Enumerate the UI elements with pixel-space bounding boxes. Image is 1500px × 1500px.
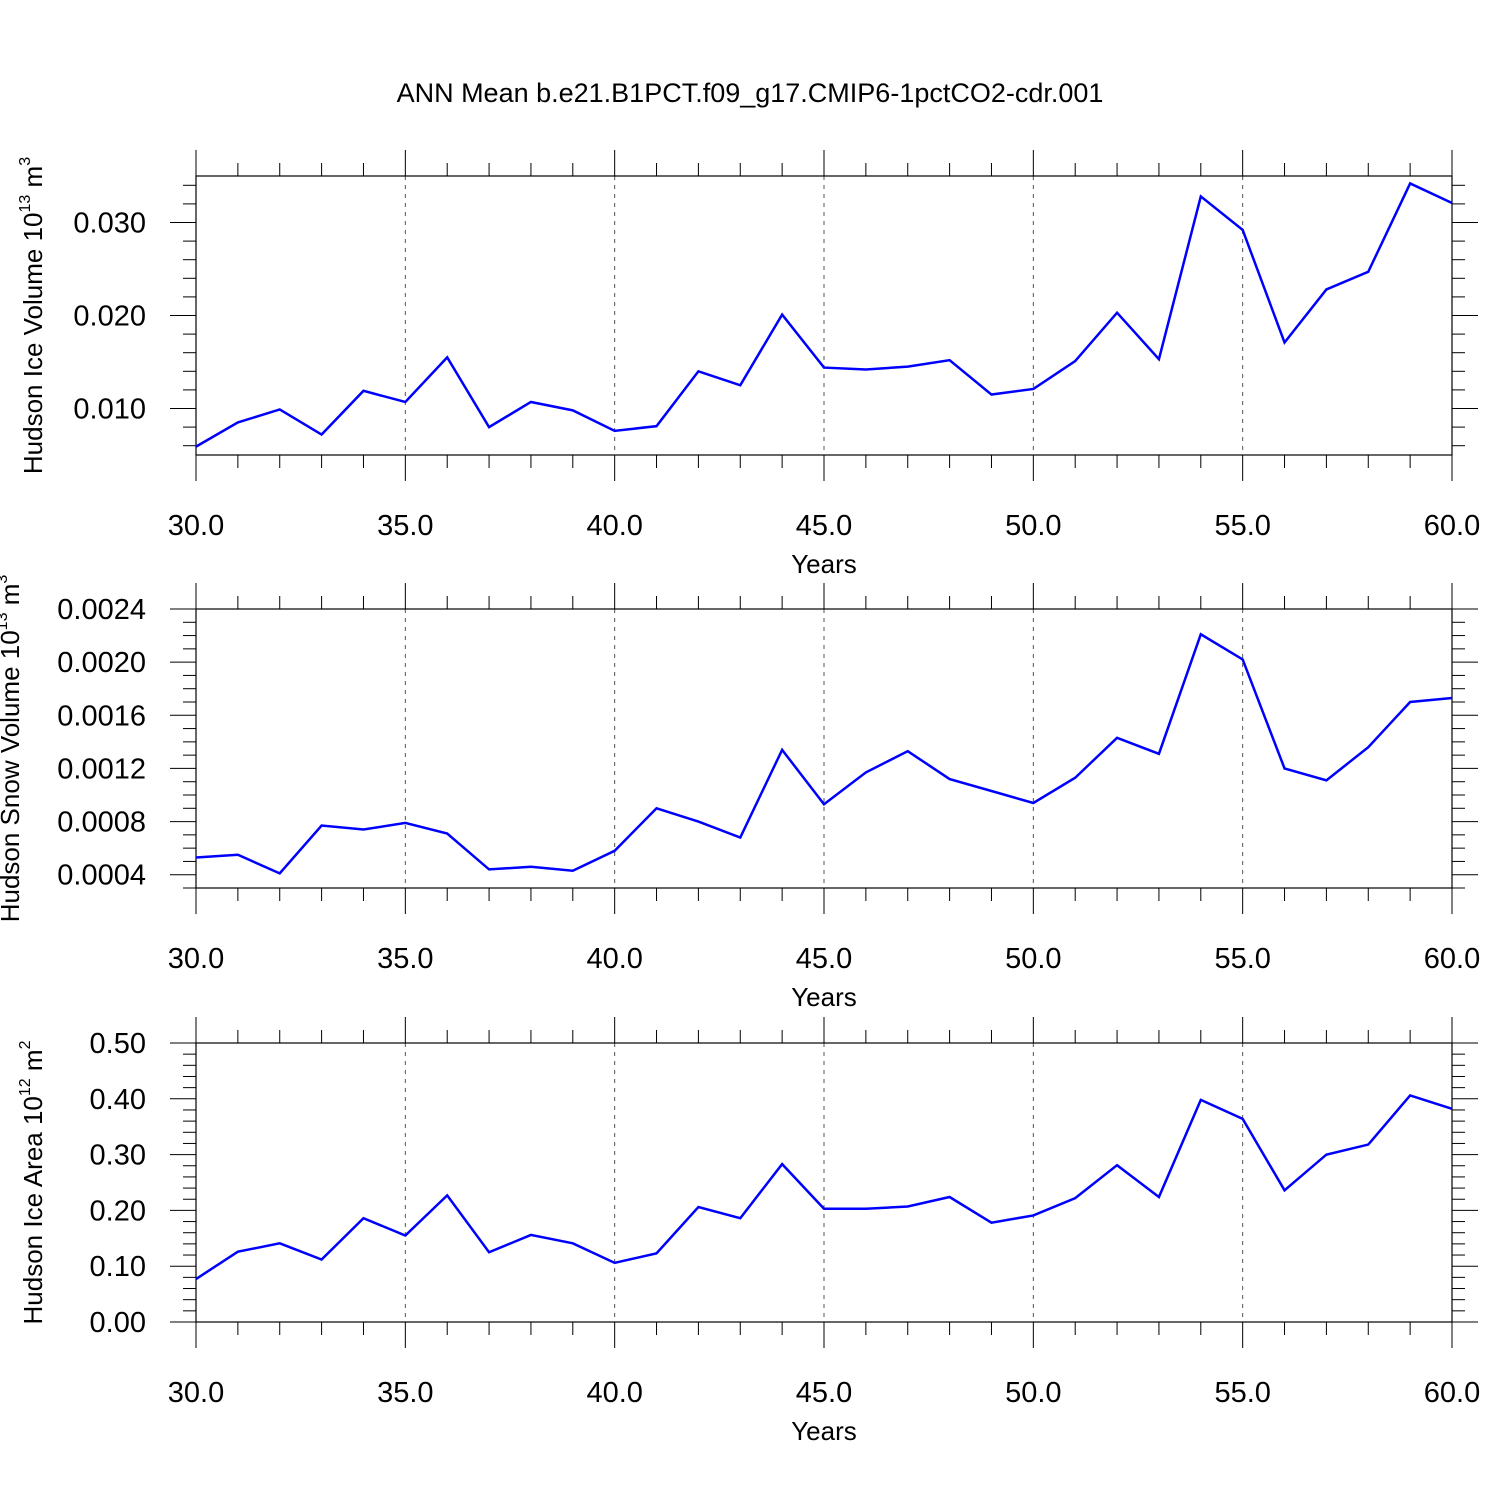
x-tick-label: 50.0 <box>1005 1377 1061 1409</box>
y-tick-label: 0.0024 <box>57 594 146 626</box>
y-tick-label: 0.030 <box>73 208 146 240</box>
y-axis-label: Hudson Snow Volume 1013 m3 <box>0 575 25 923</box>
x-tick-label: 35.0 <box>377 510 433 542</box>
y-tick-label: 0.40 <box>90 1084 146 1116</box>
x-tick-label: 30.0 <box>168 510 224 542</box>
y-tick-label: 0.0012 <box>57 753 146 785</box>
x-tick-label: 30.0 <box>168 943 224 975</box>
x-tick-label: 35.0 <box>377 1377 433 1409</box>
x-tick-label: 60.0 <box>1424 943 1480 975</box>
panel-snow-volume: 30.0 35.0 40.0 45.0 50.0 55.0 60.0 0.0004 0.0008… <box>0 575 1480 1012</box>
y-tick-label: 0.10 <box>90 1251 146 1283</box>
y-tick-label: 0.50 <box>90 1028 146 1060</box>
y-tick-label: 0.010 <box>73 394 146 426</box>
x-tick-label: 55.0 <box>1214 1377 1270 1409</box>
x-tick-label: 30.0 <box>168 1377 224 1409</box>
y-tick-label: 0.0020 <box>57 647 146 679</box>
y-tick-label: 0.020 <box>73 301 146 333</box>
x-tick-label: 60.0 <box>1424 1377 1480 1409</box>
x-tick-label: 40.0 <box>586 1377 642 1409</box>
x-tick-label: 40.0 <box>586 943 642 975</box>
x-tick-label: 45.0 <box>796 510 852 542</box>
x-tick-label: 40.0 <box>586 510 642 542</box>
x-axis-label: Years <box>791 982 857 1012</box>
x-tick-label: 60.0 <box>1424 510 1480 542</box>
x-tick-label: 50.0 <box>1005 943 1061 975</box>
y-tick-label: 0.0016 <box>57 700 146 732</box>
x-tick-label: 45.0 <box>796 943 852 975</box>
x-tick-label: 35.0 <box>377 943 433 975</box>
x-tick-label: 45.0 <box>796 1377 852 1409</box>
y-tick-label: 0.30 <box>90 1140 146 1172</box>
x-tick-label: 55.0 <box>1214 510 1270 542</box>
panel-ice-area: 30.0 35.0 40.0 45.0 50.0 55.0 60.0 0.00 0.10 0.20… <box>17 1017 1480 1446</box>
x-axis-label: Years <box>791 549 857 579</box>
y-axis-label: Hudson Ice Area 1012 m2 <box>17 1040 48 1324</box>
x-tick-label: 50.0 <box>1005 510 1061 542</box>
y-tick-label: 0.00 <box>90 1307 146 1339</box>
x-axis-label: Years <box>791 1416 857 1446</box>
y-tick-label: 0.0004 <box>57 860 146 892</box>
y-tick-label: 0.20 <box>90 1195 146 1227</box>
x-tick-label: 55.0 <box>1214 943 1270 975</box>
y-axis-label: Hudson Ice Volume 1013 m3 <box>17 157 48 474</box>
panel-ice-volume: 30.0 35.0 40.0 45.0 50.0 55.0 60.0 0.010 0.020 0.… <box>17 150 1480 579</box>
y-tick-label: 0.0008 <box>57 807 146 839</box>
chart-title: ANN Mean b.e21.B1PCT.f09_g17.CMIP6-1pctC… <box>396 78 1104 108</box>
